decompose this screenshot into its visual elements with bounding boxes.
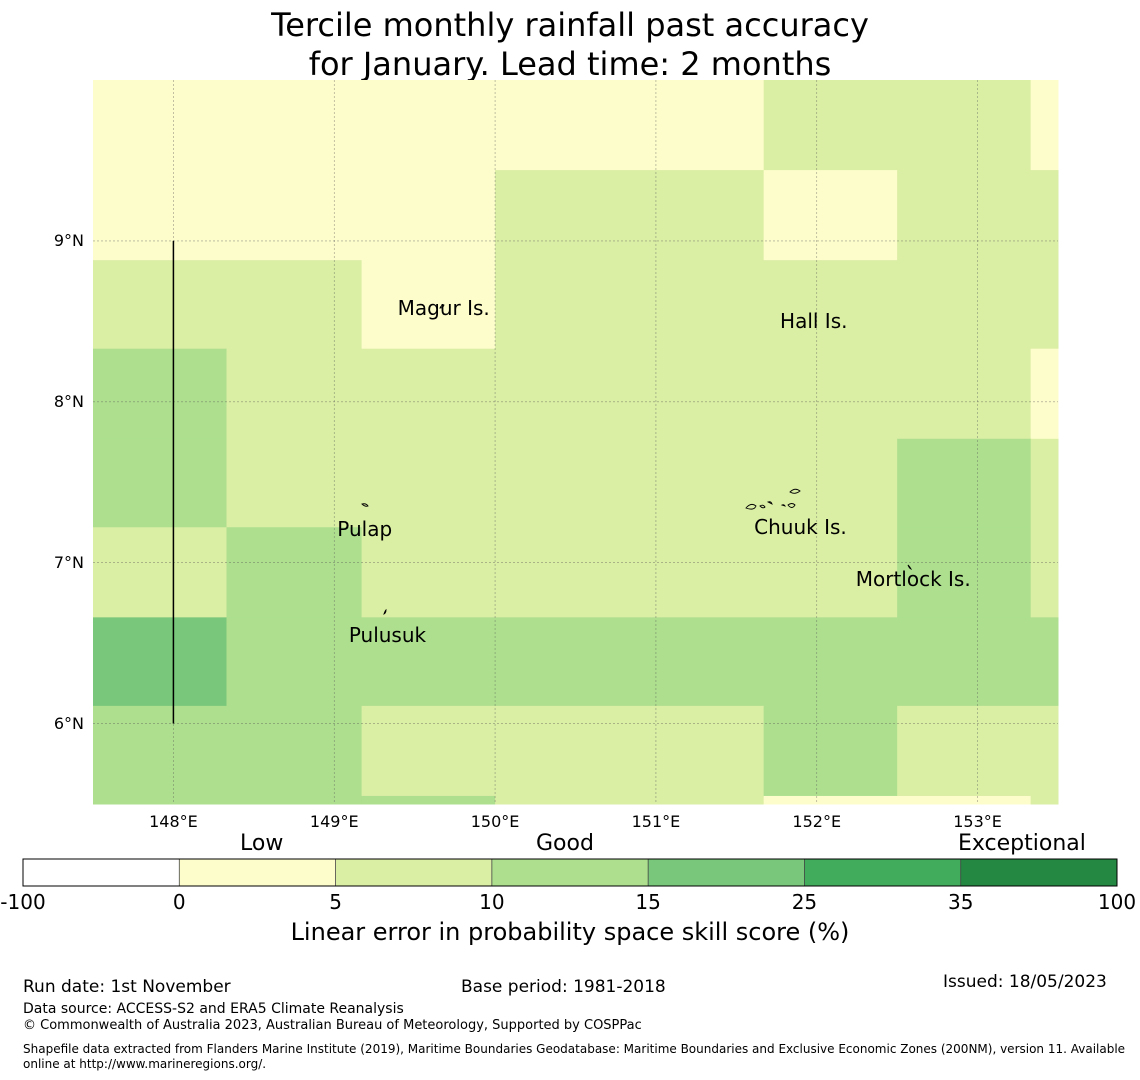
score-cell [495,170,765,261]
map-title-line1: Tercile monthly rainfall past accuracy [271,6,869,44]
place-label: Mortlock Is. [855,566,971,591]
score-cell [495,80,765,171]
score-cell [361,260,496,350]
score-cell [93,617,227,707]
colorbar-tick-label: 0 [172,890,186,914]
colorbar-segment [23,859,180,886]
island-outline [745,488,801,510]
score-cell [897,170,1059,261]
score-cell [226,348,1032,440]
colorbar-segment [804,859,961,886]
run-date: Run date: 1st November [23,977,231,997]
issued-date: Issued: 18/05/2023 [943,972,1107,992]
colorbar-tick-label: 10 [479,890,505,914]
score-cell [763,170,898,261]
colorbar-tick-label: 35 [947,890,974,914]
colorbar-tick-label: 15 [635,890,661,914]
latitude-label: 8°N [53,391,84,411]
colorbar-tick-label: 100 [1097,890,1137,914]
longitude-label: 151°E [631,812,681,831]
longitude-label: 153°E [953,812,1002,831]
colorbar-segment [648,859,805,886]
longitude-label: 149°E [309,812,359,831]
base-period: Base period: 1981-2018 [461,977,666,997]
score-cell [763,705,898,797]
latitude-label: 6°N [53,713,84,733]
score-cell [897,527,1032,618]
place-label: Magur Is. [397,296,490,321]
colorbar-label: Linear error in probability space skill … [290,918,850,946]
score-cell [93,438,227,528]
colorbar-tick-label: 5 [329,890,342,914]
score-cell [93,348,227,440]
score-cell [226,617,1059,707]
shapefile-note-line2: online at http://www.marineregions.org/. [23,1057,267,1071]
latitude-label: 9°N [53,230,84,250]
score-cell [897,705,1059,797]
island-outline [383,608,387,615]
score-cell [226,438,898,528]
place-label: Chuuk Is. [754,515,847,540]
category-good: Good [536,831,594,856]
score-cells-layer [93,80,1059,805]
map-title-line2: for January. Lead time: 2 months [308,45,832,83]
score-cell [361,170,496,261]
score-cell [93,705,363,805]
score-cell [361,705,765,797]
island-outline [907,564,913,571]
score-cell [361,80,496,171]
colorbar [22,858,1118,887]
score-cell [361,527,898,618]
score-cell [93,80,363,171]
score-cell [361,795,496,805]
island-outline [439,304,445,309]
score-cell [93,170,363,261]
colorbar-segment [179,859,336,886]
copyright: © Commonwealth of Australia 2023, Austra… [23,1018,642,1033]
island-outline [361,503,369,507]
colorbar-outline [22,858,1118,887]
category-low: Low [240,831,284,856]
score-cell [495,795,765,805]
score-cell [1030,795,1059,805]
score-cell [897,438,1032,528]
longitude-label: 152°E [792,812,842,831]
islands-layer [361,304,913,615]
score-cell [93,527,227,618]
shapefile-note-line1: Shapefile data extracted from Flanders M… [23,1042,1126,1056]
data-source: Data source: ACCESS-S2 and ERA5 Climate … [23,1001,404,1017]
score-cell [226,527,363,618]
score-cell [1030,438,1059,528]
colorbar-tick-label: 25 [791,890,818,914]
category-exceptional: Exceptional [958,831,1086,856]
skill-score-map [93,80,1059,805]
score-cell [1030,527,1059,618]
place-label: Hall Is. [780,309,848,334]
colorbar-segment [960,859,1117,886]
score-cell [1030,80,1059,171]
score-cell [763,80,1032,171]
place-label: Pulusuk [348,623,427,648]
score-cell [763,795,1032,805]
longitude-label: 148°E [149,812,198,831]
longitude-label: 150°E [470,812,520,831]
score-cell [93,260,363,350]
score-cell [1030,348,1059,440]
colorbar-segment [335,859,492,886]
colorbar-tick-label: -100 [0,890,46,914]
score-cell [495,260,1059,350]
place-label: Pulap [337,516,393,541]
colorbar-segment [491,859,649,886]
latitude-label: 7°N [53,552,84,572]
